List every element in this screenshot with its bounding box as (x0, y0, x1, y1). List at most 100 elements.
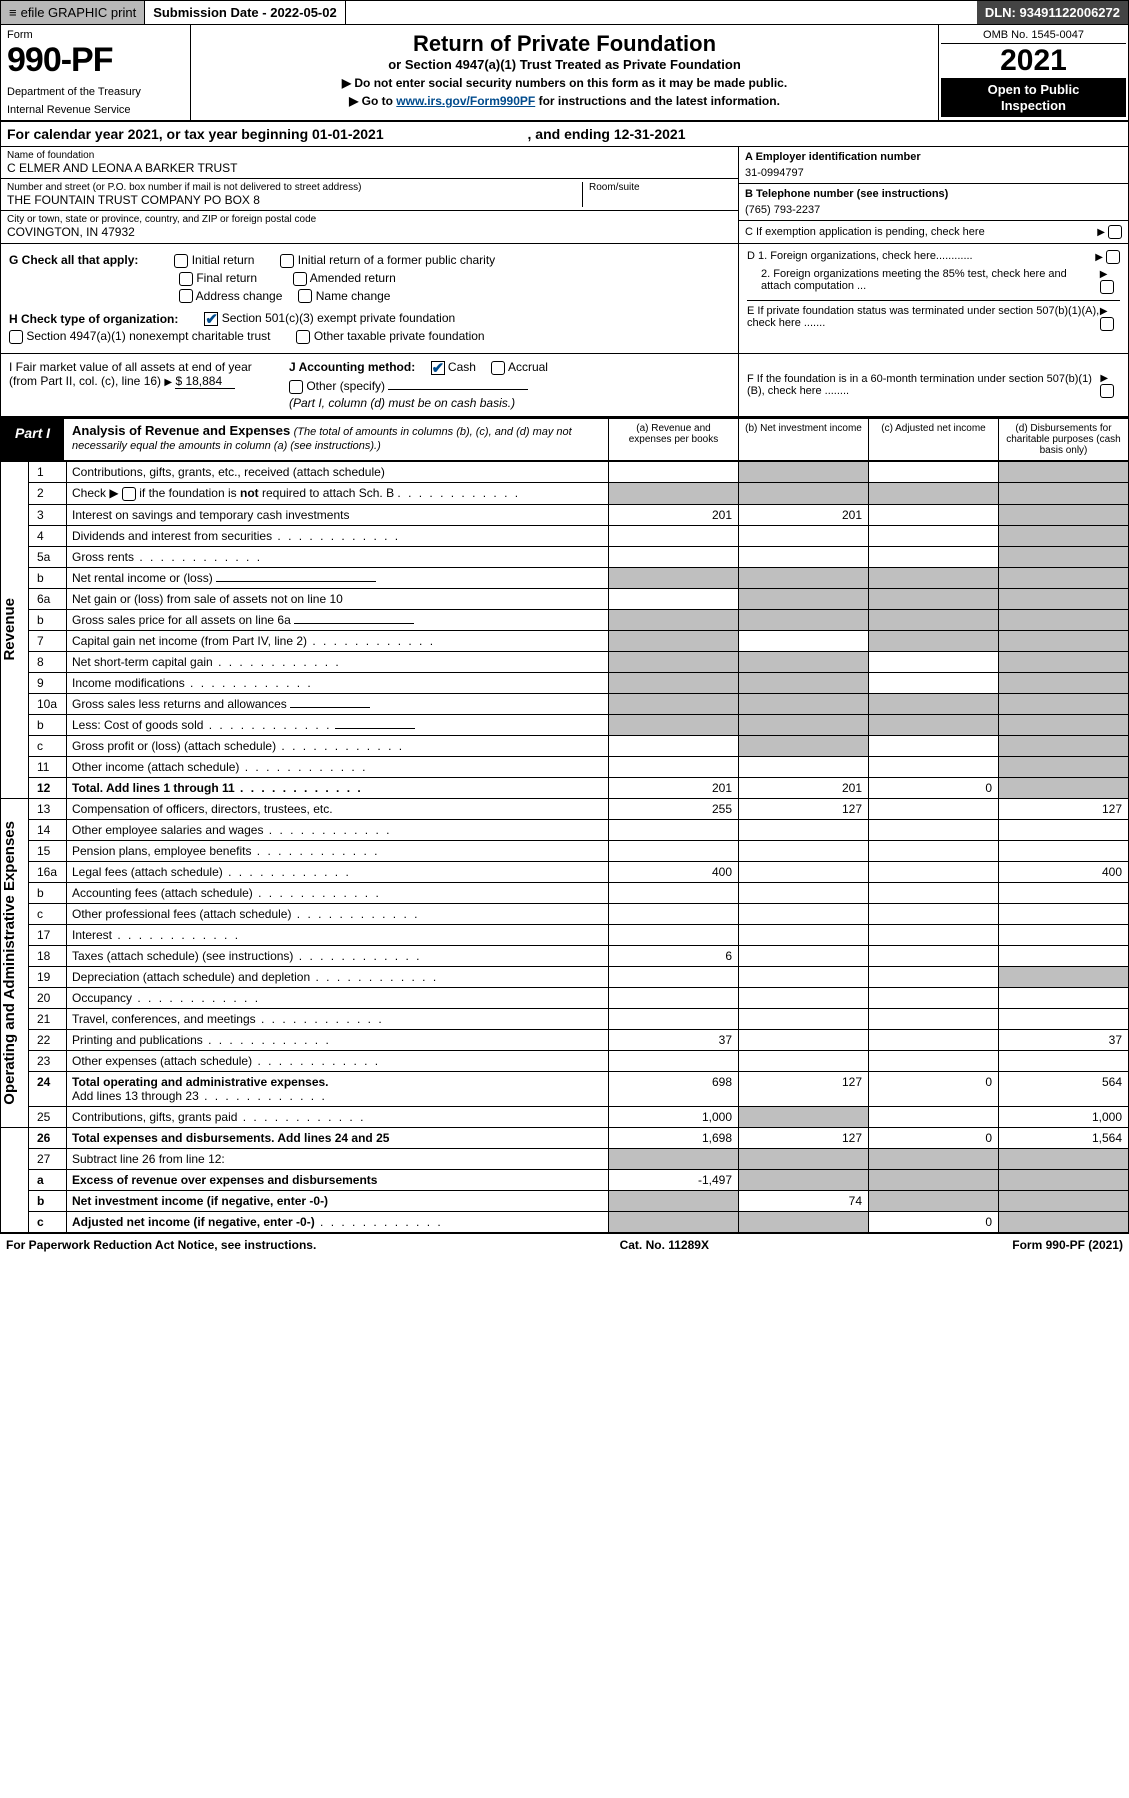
arrow-icon (1095, 251, 1103, 263)
row-desc: Other employee salaries and wages (72, 823, 263, 837)
row-desc: Less: Cost of goods sold (72, 718, 203, 732)
name-label: Name of foundation (7, 150, 732, 161)
j-other-checkbox[interactable] (289, 380, 303, 394)
h-other-label: Other taxable private foundation (314, 329, 485, 343)
expenses-side: Operating and Administrative Expenses (1, 798, 29, 1127)
subdate-label: Submission Date - (153, 5, 270, 20)
d2-checkbox[interactable] (1100, 280, 1114, 294)
room-label: Room/suite (589, 182, 732, 193)
cell-value: 1,564 (999, 1127, 1129, 1148)
subdate-value: 2022-05-02 (270, 5, 337, 20)
row-desc: Subtract line 26 from line 12: (67, 1148, 609, 1169)
j-cash-label: Cash (448, 360, 476, 374)
e-row: E If private foundation status was termi… (747, 300, 1120, 331)
d1-row: D 1. Foreign organizations, check here..… (747, 250, 1120, 264)
c-checkbox[interactable] (1108, 225, 1122, 239)
g-name-checkbox[interactable] (298, 289, 312, 303)
row-desc: Depreciation (attach schedule) and deple… (72, 970, 310, 984)
row-desc: Contributions, gifts, grants, etc., rece… (67, 461, 609, 482)
header-center: Return of Private Foundation or Section … (191, 25, 938, 120)
submission-date: Submission Date - 2022-05-02 (145, 1, 346, 24)
revenue-side-label: Revenue (1, 598, 18, 661)
table-row: 17Interest (1, 924, 1129, 945)
row-desc-sub: Add lines 13 through 23 (72, 1089, 199, 1103)
table-row: 10aGross sales less returns and allowanc… (1, 693, 1129, 714)
dln-label: DLN: (985, 5, 1020, 20)
h-label: H Check type of organization: (9, 312, 178, 326)
table-row: 12Total. Add lines 1 through 11 2012010 (1, 777, 1129, 798)
e-checkbox[interactable] (1100, 317, 1114, 331)
exemption-pending-cell: C If exemption application is pending, c… (739, 221, 1128, 243)
d2-row: 2. Foreign organizations meeting the 85%… (747, 268, 1120, 294)
g-label: G Check all that apply: (9, 253, 138, 267)
table-row: 15Pension plans, employee benefits (1, 840, 1129, 861)
row-desc: Gross profit or (loss) (attach schedule) (72, 739, 276, 753)
part1-tag: Part I (1, 419, 64, 460)
j-other-input[interactable] (388, 389, 528, 390)
ein-label: A Employer identification number (745, 151, 1122, 163)
h-other-checkbox[interactable] (296, 330, 310, 344)
phone-label: B Telephone number (see instructions) (745, 188, 1122, 200)
g-amended-checkbox[interactable] (293, 272, 307, 286)
g-name-label: Name change (316, 289, 391, 303)
h-501c3-checkbox[interactable] (204, 312, 218, 326)
arrow-icon (1097, 226, 1105, 238)
d1-label: D 1. Foreign organizations, check here..… (747, 250, 973, 264)
dept-label: Department of the Treasury (7, 86, 184, 98)
city-cell: City or town, state or province, country… (1, 211, 738, 242)
dln-value: 93491122006272 (1019, 5, 1120, 20)
row-desc: Adjusted net income (if negative, enter … (72, 1215, 315, 1229)
table-row: bNet rental income or (loss) (1, 567, 1129, 588)
j-other-row: Other (specify) (289, 379, 730, 394)
row-desc: Gross sales price for all assets on line… (72, 613, 291, 627)
schb-checkbox[interactable] (122, 487, 136, 501)
g-addr-label: Address change (196, 289, 283, 303)
phone-value: (765) 793-2237 (745, 204, 1122, 216)
g-initial-former-checkbox[interactable] (280, 254, 294, 268)
j-label: J Accounting method: (289, 360, 415, 374)
table-row: 7Capital gain net income (from Part IV, … (1, 630, 1129, 651)
h-4947-checkbox[interactable] (9, 330, 23, 344)
bars-icon: ≡ (9, 5, 17, 20)
g-final-checkbox[interactable] (179, 272, 193, 286)
d1-checkbox[interactable] (1106, 250, 1120, 264)
g-initial-checkbox[interactable] (174, 254, 188, 268)
table-row: 26Total expenses and disbursements. Add … (1, 1127, 1129, 1148)
g-addr-checkbox[interactable] (179, 289, 193, 303)
blank-side (1, 1127, 29, 1232)
ein-cell: A Employer identification number 31-0994… (739, 147, 1128, 184)
omb-number: OMB No. 1545-0047 (941, 27, 1126, 44)
ein-value: 31-0994797 (745, 167, 1122, 179)
h-row: H Check type of organization: Section 50… (9, 311, 730, 326)
cell-value: 127 (739, 1127, 869, 1148)
table-row: 3Interest on savings and temporary cash … (1, 504, 1129, 525)
row-num: 1 (29, 461, 67, 482)
calyear-begin: 01-01-2021 (312, 126, 384, 142)
row-desc: Capital gain net income (from Part IV, l… (72, 634, 307, 648)
table-row: 8Net short-term capital gain (1, 651, 1129, 672)
dln-block: DLN: 93491122006272 (977, 1, 1128, 24)
row-desc: Pension plans, employee benefits (72, 844, 251, 858)
efile-print-btn[interactable]: ≡ efile GRAPHIC print (1, 1, 145, 24)
table-row: 24Total operating and administrative exp… (1, 1071, 1129, 1106)
cell-value: 0 (869, 777, 999, 798)
arrow-icon (164, 374, 172, 388)
checks-left: G Check all that apply: Initial return I… (1, 244, 738, 353)
foundation-name-cell: Name of foundation C ELMER AND LEONA A B… (1, 147, 738, 179)
table-row: 14Other employee salaries and wages (1, 819, 1129, 840)
row-desc: Travel, conferences, and meetings (72, 1012, 256, 1026)
city-label: City or town, state or province, country… (7, 214, 732, 225)
cell-value: 6 (609, 945, 739, 966)
form990pf-link[interactable]: www.irs.gov/Form990PF (396, 94, 535, 108)
f-checkbox[interactable] (1100, 384, 1114, 398)
table-row: 6aNet gain or (loss) from sale of assets… (1, 588, 1129, 609)
part1-table: Revenue 1 Contributions, gifts, grants, … (0, 461, 1129, 1233)
cell-value: 201 (739, 504, 869, 525)
calyear-end: 12-31-2021 (614, 126, 686, 142)
cell-value: 400 (609, 861, 739, 882)
j-cash-checkbox[interactable] (431, 361, 445, 375)
j-accrual-checkbox[interactable] (491, 361, 505, 375)
form-label: Form (7, 29, 184, 41)
checks-section: G Check all that apply: Initial return I… (0, 244, 1129, 354)
part1-header: Part I Analysis of Revenue and Expenses … (0, 417, 1129, 461)
